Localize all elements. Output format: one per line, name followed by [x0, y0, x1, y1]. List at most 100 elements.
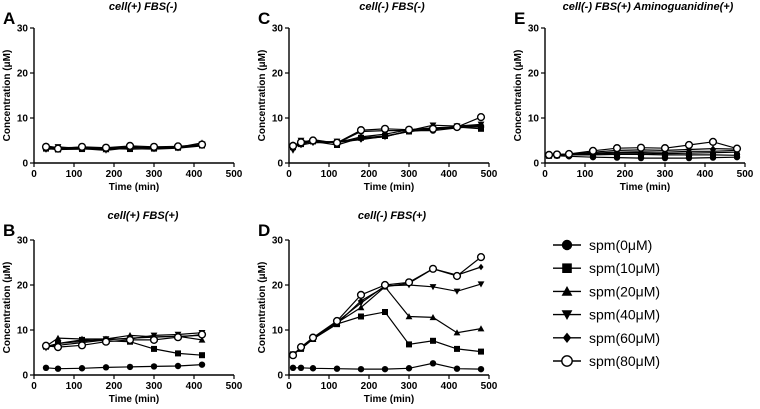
data-point	[149, 142, 159, 151]
data-point	[684, 140, 694, 150]
legend-marker	[561, 286, 573, 296]
legend-marker	[561, 239, 573, 251]
data-point	[405, 313, 413, 320]
x-tick-label: 200	[361, 169, 378, 180]
panel-letter: C	[258, 9, 270, 28]
y-tick-label: 20	[17, 69, 29, 80]
data-point	[197, 330, 207, 339]
y-tick-label: 0	[22, 159, 28, 170]
data-point	[175, 350, 181, 357]
legend-label: spm(10μM)	[589, 260, 660, 276]
data-point	[380, 280, 390, 290]
data-point	[428, 124, 438, 133]
x-tick-label: 500	[226, 381, 243, 392]
x-tick-label: 400	[441, 169, 458, 180]
y-axis-title: Concentration (μM)	[513, 50, 524, 142]
data-point	[357, 365, 365, 373]
data-point	[452, 271, 462, 281]
data-point	[382, 309, 388, 315]
data-point	[289, 364, 297, 371]
data-point	[477, 281, 485, 288]
x-axis-title: Time (min)	[620, 182, 670, 193]
panel-letter: A	[3, 9, 15, 28]
data-point	[308, 333, 318, 342]
x-tick-label: 500	[737, 169, 754, 180]
data-point	[358, 313, 364, 320]
x-tick-label: 400	[441, 381, 458, 392]
data-point	[382, 133, 388, 140]
data-point	[309, 365, 317, 372]
data-point	[552, 150, 562, 159]
data-point	[77, 341, 87, 350]
data-point	[297, 364, 305, 371]
data-point	[332, 316, 342, 326]
y-tick-label: 30	[272, 24, 284, 35]
data-point	[430, 337, 436, 344]
data-point	[404, 125, 414, 134]
y-tick-label: 30	[17, 24, 29, 35]
y-tick-label: 20	[528, 69, 540, 80]
x-tick-label: 100	[577, 169, 594, 180]
data-point	[41, 341, 51, 350]
legend-label: spm(20μM)	[589, 283, 660, 299]
y-tick-label: 10	[528, 114, 540, 125]
panel-letter: D	[258, 221, 270, 240]
y-axis-title: Concentration (μM)	[2, 50, 13, 142]
x-tick-label: 0	[286, 381, 292, 392]
panel-title: cell(+) FBS(+)	[108, 210, 179, 222]
data-point	[356, 290, 366, 300]
series-line-2	[292, 285, 482, 355]
data-point	[478, 263, 484, 271]
data-point	[452, 122, 462, 132]
data-point	[198, 361, 206, 368]
data-point	[126, 363, 134, 371]
data-point	[429, 284, 437, 291]
y-tick-label: 30	[272, 236, 284, 247]
y-tick-label: 0	[277, 159, 283, 170]
data-point	[357, 304, 365, 311]
x-tick-label: 400	[697, 169, 714, 180]
data-point	[197, 140, 207, 149]
x-tick-label: 200	[361, 381, 378, 392]
data-point	[454, 345, 460, 352]
data-point	[686, 146, 692, 153]
y-tick-label: 0	[22, 371, 28, 382]
data-point	[478, 348, 484, 355]
data-point	[101, 337, 111, 346]
data-point	[428, 264, 438, 273]
x-tick-label: 400	[186, 381, 203, 392]
data-point	[199, 352, 205, 359]
data-point	[198, 336, 206, 343]
legend-marker	[561, 355, 573, 367]
data-point	[102, 364, 110, 371]
y-tick-label: 30	[528, 24, 540, 35]
data-point	[476, 112, 486, 122]
data-point	[54, 365, 62, 372]
data-point	[612, 144, 622, 153]
data-point	[333, 365, 341, 372]
data-point	[564, 149, 574, 159]
data-point	[356, 126, 366, 135]
data-point	[288, 141, 298, 151]
data-point	[78, 365, 86, 372]
data-point	[476, 253, 486, 262]
x-tick-label: 200	[106, 169, 123, 180]
panel-letter: E	[514, 9, 525, 28]
data-point	[358, 297, 364, 304]
legend: spm(0μM) spm(10μM) spm(20μM) spm(40μM) spm(6…	[553, 237, 660, 369]
data-point	[54, 334, 62, 341]
data-point	[288, 351, 298, 360]
x-tick-label: 300	[401, 381, 418, 392]
data-point	[125, 141, 135, 151]
data-point	[173, 142, 183, 151]
data-point	[296, 138, 306, 147]
legend-label: spm(40μM)	[589, 307, 660, 323]
x-tick-label: 0	[31, 169, 37, 180]
legend-label: spm(60μM)	[589, 330, 660, 346]
data-point	[405, 365, 413, 372]
x-tick-label: 300	[146, 169, 163, 180]
data-point	[173, 333, 183, 342]
y-tick-label: 30	[17, 236, 29, 247]
